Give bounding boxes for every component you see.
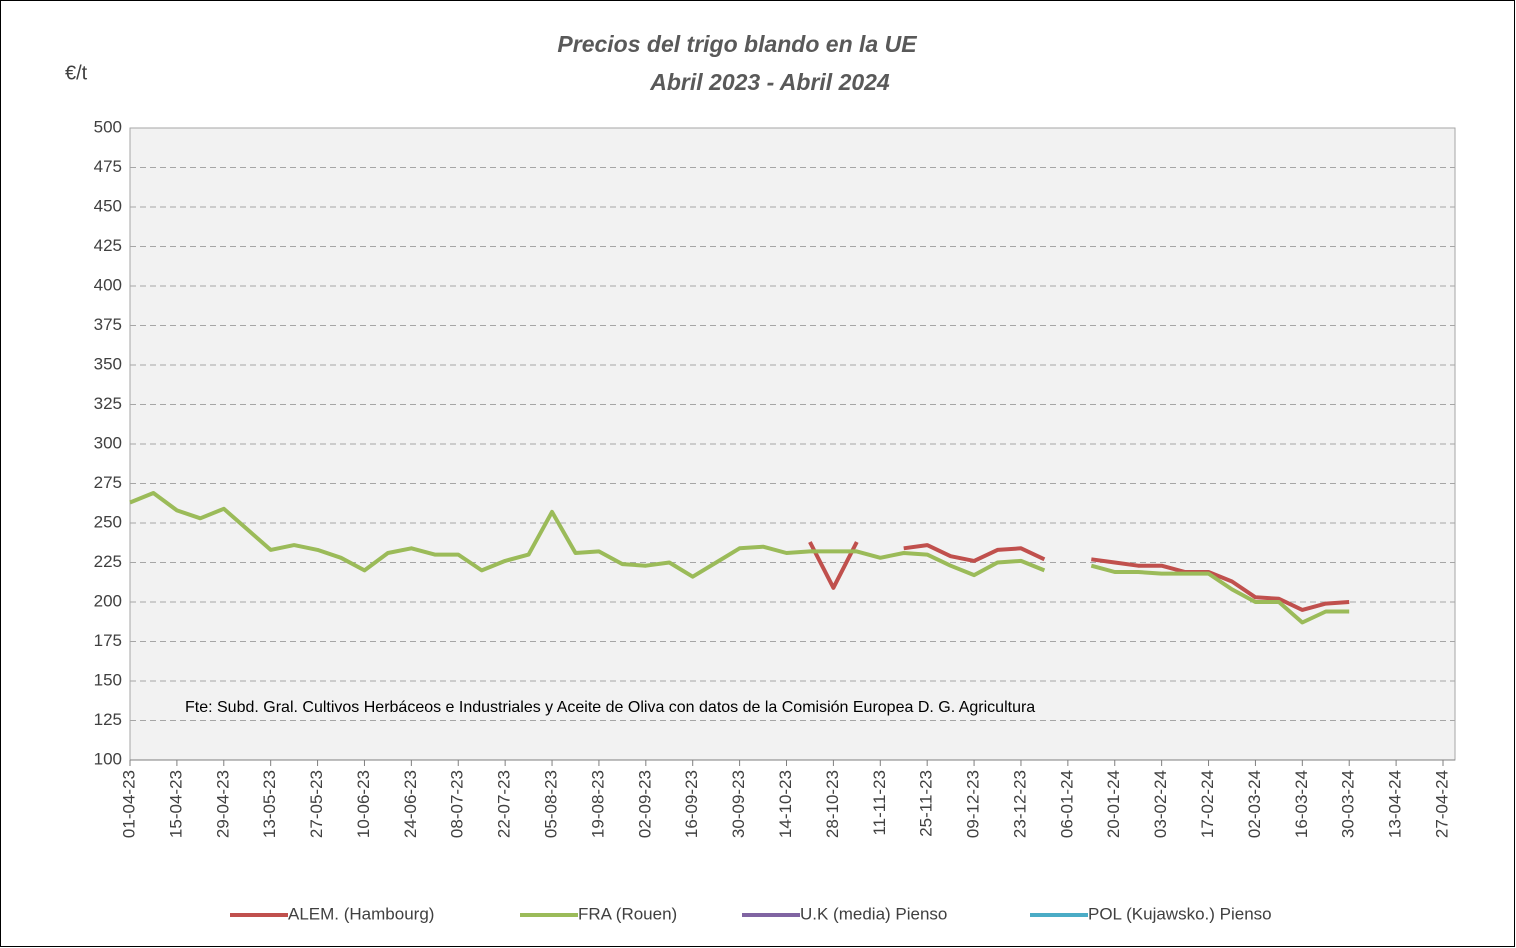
y-tick-label: 475 xyxy=(94,157,122,176)
chart-title: Precios del trigo blando en la UE xyxy=(557,31,917,57)
y-tick-label: 350 xyxy=(94,354,122,373)
x-tick-label: 02-09-23 xyxy=(635,770,654,838)
y-tick-label: 300 xyxy=(94,433,122,452)
x-tick-label: 20-01-24 xyxy=(1104,770,1123,838)
x-tick-label: 16-09-23 xyxy=(682,770,701,838)
x-tick-label: 16-03-24 xyxy=(1292,770,1311,838)
chart-subtitle: Abril 2023 - Abril 2024 xyxy=(649,69,890,95)
x-tick-label: 23-12-23 xyxy=(1010,770,1029,838)
y-tick-label: 100 xyxy=(94,749,122,768)
y-tick-label: 500 xyxy=(94,117,122,136)
series-line xyxy=(129,491,1350,625)
legend-label: FRA (Rouen) xyxy=(578,904,677,923)
y-tick-label: 150 xyxy=(94,670,122,689)
x-tick-label: 22-07-23 xyxy=(495,770,514,838)
y-tick-label: 375 xyxy=(94,315,122,334)
x-tick-label: 27-05-23 xyxy=(307,770,326,838)
x-tick-label: 13-04-24 xyxy=(1386,770,1405,838)
y-tick-label: 450 xyxy=(94,196,122,215)
y-tick-label: 125 xyxy=(94,710,122,729)
x-tick-label: 10-06-23 xyxy=(354,770,373,838)
legend-label: ALEM. (Hambourg) xyxy=(288,904,434,923)
y-axis-label: €/t xyxy=(65,62,88,84)
x-tick-label: 25-11-23 xyxy=(917,770,936,837)
legend-label: U.K (media) Pienso xyxy=(800,904,947,923)
x-tick-label: 11-11-23 xyxy=(870,770,889,836)
x-tick-label: 05-08-23 xyxy=(542,770,561,838)
y-tick-label: 225 xyxy=(94,552,122,571)
x-tick-label: 15-04-23 xyxy=(166,770,185,838)
x-tick-label: 02-03-24 xyxy=(1245,770,1264,838)
x-tick-label: 01-04-23 xyxy=(119,770,138,838)
y-tick-label: 275 xyxy=(94,473,122,492)
x-tick-label: 30-03-24 xyxy=(1339,770,1358,838)
y-tick-label: 250 xyxy=(94,512,122,531)
x-tick-label: 08-07-23 xyxy=(448,770,467,838)
annotation: Fte: Subd. Gral. Cultivos Herbáceos e In… xyxy=(185,699,1035,716)
x-tick-label: 03-02-24 xyxy=(1151,770,1170,838)
x-tick-label: 06-01-24 xyxy=(1057,770,1076,838)
legend-label: POL (Kujawsko.) Pienso xyxy=(1088,904,1272,923)
y-tick-label: 400 xyxy=(94,275,122,294)
series-line xyxy=(808,541,1350,612)
y-tick-label: 325 xyxy=(94,394,122,413)
x-tick-label: 28-10-23 xyxy=(823,770,842,838)
y-tick-label: 175 xyxy=(94,631,122,650)
y-tick-label: 425 xyxy=(94,236,122,255)
x-tick-label: 27-04-24 xyxy=(1432,770,1451,838)
x-tick-label: 30-09-23 xyxy=(729,770,748,838)
x-tick-label: 09-12-23 xyxy=(964,770,983,838)
x-tick-label: 24-06-23 xyxy=(401,770,420,838)
x-tick-label: 14-10-23 xyxy=(776,770,795,838)
x-tick-label: 29-04-23 xyxy=(213,770,232,838)
x-tick-label: 17-02-24 xyxy=(1198,770,1217,838)
y-tick-label: 200 xyxy=(94,591,122,610)
x-tick-label: 13-05-23 xyxy=(260,770,279,838)
x-tick-label: 19-08-23 xyxy=(588,770,607,838)
